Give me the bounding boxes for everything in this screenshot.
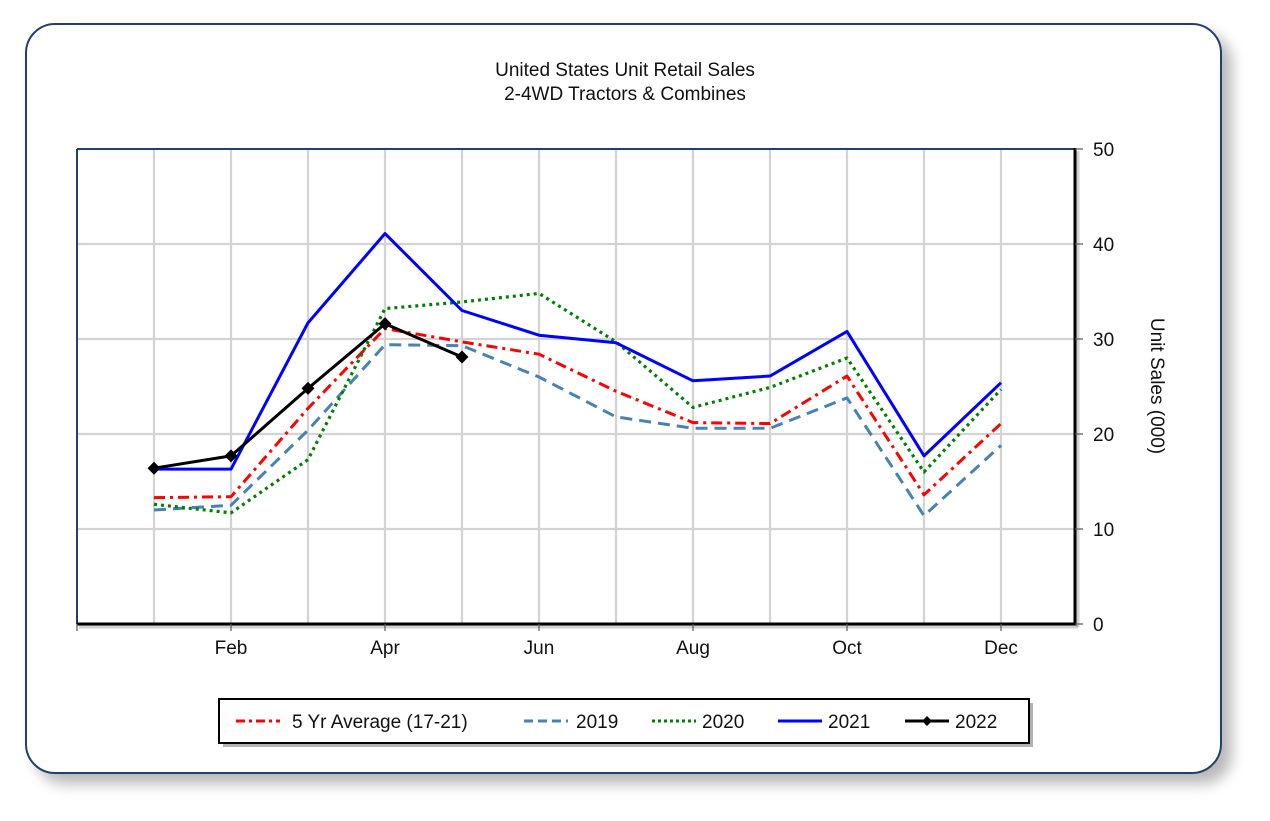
chart-subtitle: 2-4WD Tractors & Combines — [504, 84, 746, 105]
series-line — [153, 327, 1003, 500]
x-tick-label-jun: Jun — [524, 638, 555, 659]
legend-item-2020: 2020 — [652, 712, 744, 733]
legend-marker — [922, 716, 932, 726]
legend-item-2019: 2019 — [524, 712, 618, 733]
legend-item-2022: 2022 — [905, 712, 997, 733]
grid — [77, 149, 1075, 624]
legend-label: 2020 — [702, 712, 744, 733]
plot-area — [77, 149, 1075, 624]
data-point-feb — [224, 449, 238, 463]
y-tick-label-20: 20 — [1093, 425, 1114, 446]
series-line — [153, 291, 1003, 515]
y-tick-label-30: 30 — [1093, 330, 1114, 351]
data-point-jan — [147, 461, 161, 475]
legend-item-5-yr-average-17-21-: 5 Yr Average (17-21) — [236, 712, 468, 733]
x-tick-label-aug: Aug — [676, 638, 710, 659]
legend-label: 2021 — [828, 712, 870, 733]
legend: 5 Yr Average (17-21) 2019 2020 2021 2022 — [218, 698, 1033, 747]
data-point-may — [455, 350, 469, 364]
y-tick-label-10: 10 — [1093, 520, 1114, 541]
x-tick-label-feb: Feb — [215, 638, 248, 659]
legend-item-2021: 2021 — [778, 712, 870, 733]
data-point-mar — [301, 381, 315, 395]
series-line — [153, 343, 1003, 518]
series-2019 — [153, 343, 1003, 518]
axes: 0 10 20 30 40 50 Feb Apr Jun Aug Oct Dec — [76, 140, 1114, 659]
y-axis-label: Unit Sales (000) — [1146, 318, 1167, 454]
legend-label: 5 Yr Average (17-21) — [292, 712, 468, 733]
legend-box — [218, 698, 1030, 744]
data-point-apr — [378, 317, 392, 331]
legend-label: 2019 — [576, 712, 618, 733]
x-tick-label-oct: Oct — [832, 638, 862, 659]
x-tick-label-apr: Apr — [370, 638, 400, 659]
series-2022 — [147, 317, 469, 475]
series-line — [154, 232, 1003, 471]
legend-label: 2022 — [955, 712, 997, 733]
y-tick-label-40: 40 — [1093, 235, 1114, 256]
y-tick-label-0: 0 — [1093, 615, 1104, 636]
series-5-yr-average-17-21- — [153, 327, 1003, 500]
chart-title: United States Unit Retail Sales — [495, 60, 755, 81]
chart-title-group: United States Unit Retail Sales 2-4WD Tr… — [495, 60, 755, 105]
series-layer — [147, 232, 1003, 518]
y-tick-label-50: 50 — [1093, 140, 1114, 161]
x-tick-label-dec: Dec — [984, 638, 1018, 659]
